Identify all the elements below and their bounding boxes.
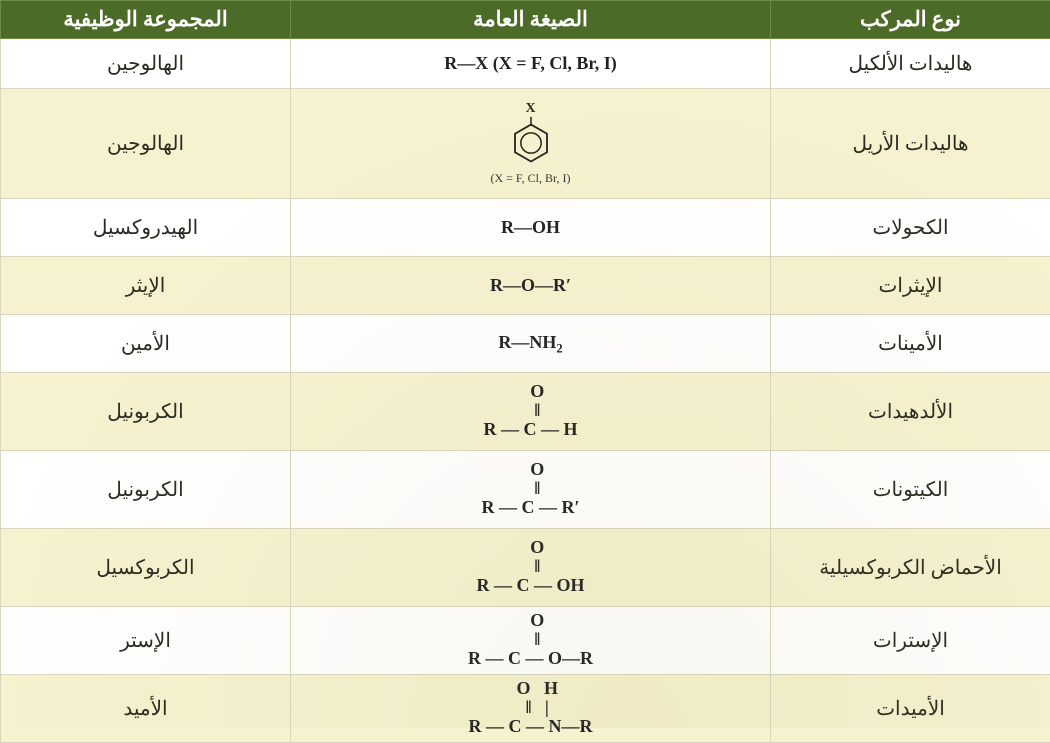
compound-type-cell: هاليدات الأريل [771,89,1050,199]
compound-type-cell: الأميدات [771,675,1050,743]
table-row: الهالوجين X (X = F, Cl, Br, I) هاليدات ا… [1,89,1050,199]
structural-formula: O ‖ R — C — O—R [468,611,593,668]
formula-cell: R—O—R′ [291,257,771,315]
functional-group-cell: الهيدروكسيل [1,199,291,257]
functional-group-cell: الإيثر [1,257,291,315]
table-row: الأمين R—NH2 الأمينات [1,315,1050,373]
formula-cell: O ‖ R — C — OH [291,529,771,607]
general-formula: R—O—R′ [490,276,571,295]
table-row: الهيدروكسيل R—OH الكحولات [1,199,1050,257]
table-row: الإيثر R—O—R′ الإيثرات [1,257,1050,315]
compound-type-cell: الأحماض الكربوكسيلية [771,529,1050,607]
benzene-structure: X (X = F, Cl, Br, I) [297,101,764,186]
compound-type-cell: الإيثرات [771,257,1050,315]
functional-group-cell: الهالوجين [1,89,291,199]
table-row: الكربونيل O ‖ R — C — H الألدهيدات [1,373,1050,451]
header-compound-type: نوع المركب [771,1,1050,39]
functional-group-cell: الإستر [1,607,291,675]
general-formula: R—X (X = F, Cl, Br, I) [444,54,616,73]
table-row: الأميد O H ‖ | R — C — N—R الأميدات [1,675,1050,743]
compound-type-cell: الأمينات [771,315,1050,373]
compound-type-cell: الألدهيدات [771,373,1050,451]
table-row: الكربونيل O ‖ R — C — R′ الكيتونات [1,451,1050,529]
structural-formula: O ‖ R — C — OH [477,538,585,595]
header-functional-group: المجموعة الوظيفية [1,1,291,39]
header-general-formula: الصيغة العامة [291,1,771,39]
functional-group-cell: الأمين [1,315,291,373]
formula-cell: R—OH [291,199,771,257]
formula-cell: R—X (X = F, Cl, Br, I) [291,39,771,89]
structural-formula: O ‖ R — C — H [484,382,578,439]
formula-cell: O ‖ R — C — H [291,373,771,451]
general-formula: R—OH [501,218,560,237]
table-header-row: المجموعة الوظيفية الصيغة العامة نوع المر… [1,1,1050,39]
organic-functional-groups-table: المجموعة الوظيفية الصيغة العامة نوع المر… [0,0,1050,743]
compound-type-cell: الإسترات [771,607,1050,675]
compound-type-cell: الكحولات [771,199,1050,257]
structural-formula: O ‖ R — C — R′ [481,460,579,517]
structural-formula: O H ‖ | R — C — N—R [469,679,593,736]
table-row: الكربوكسيل O ‖ R — C — OH الأحماض الكربو… [1,529,1050,607]
formula-cell: O ‖ R — C — R′ [291,451,771,529]
compound-type-cell: هاليدات الألكيل [771,39,1050,89]
page: المجموعة الوظيفية الصيغة العامة نوع المر… [0,0,1050,728]
functional-group-cell: الكربونيل [1,373,291,451]
formula-cell: O H ‖ | R — C — N—R [291,675,771,743]
functional-group-cell: الهالوجين [1,39,291,89]
formula-cell: O ‖ R — C — O—R [291,607,771,675]
benzene-caption: (X = F, Cl, Br, I) [491,171,571,186]
table-row: الهالوجين R—X (X = F, Cl, Br, I) هاليدات ا… [1,39,1050,89]
table-row: الإستر O ‖ R — C — O—R الإسترات [1,607,1050,675]
general-formula: R—NH2 [498,333,562,356]
benzene-ring-icon [509,115,553,169]
formula-cell: X (X = F, Cl, Br, I) [291,89,771,199]
functional-group-cell: الأميد [1,675,291,743]
formula-cell: R—NH2 [291,315,771,373]
compound-type-cell: الكيتونات [771,451,1050,529]
functional-group-cell: الكربوكسيل [1,529,291,607]
functional-group-cell: الكربونيل [1,451,291,529]
